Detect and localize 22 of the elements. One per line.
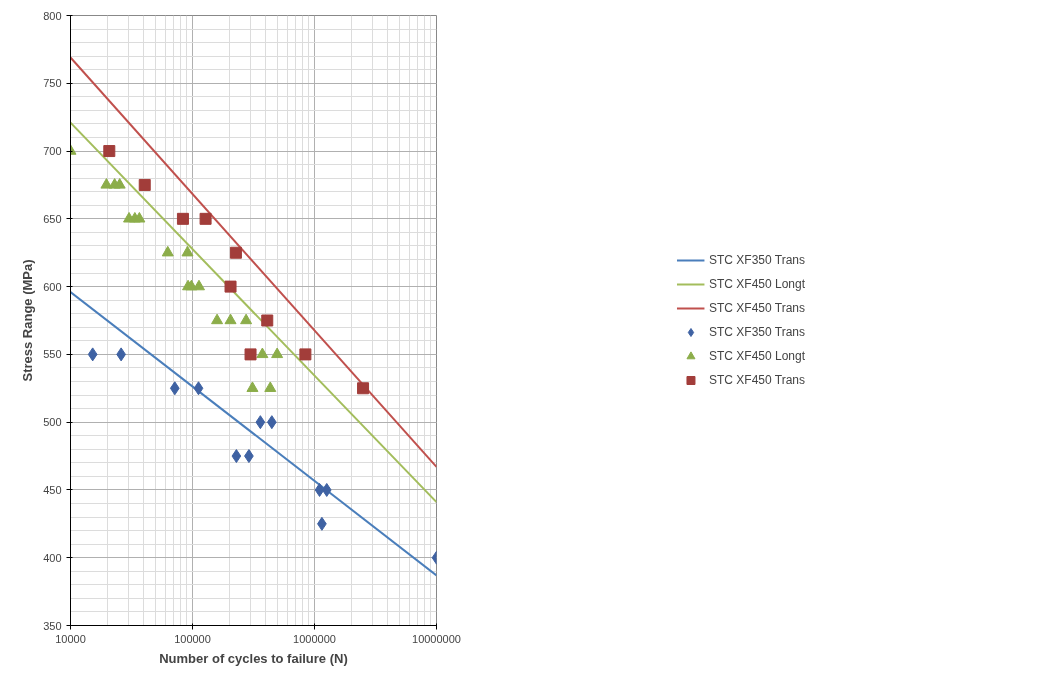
y-tick-label: 750 [43,77,62,90]
legend-label: STC XF450 Trans [708,301,806,315]
legend-label: STC XF450 Longt [708,349,806,363]
x-tick-label: 10000000 [412,632,461,645]
x-tick-label: 10000 [55,632,86,645]
x-tick-label: 1000000 [293,632,336,645]
x-axis-title: Number of cycles to failure (N) [159,650,348,666]
y-tick-label: 450 [43,483,62,496]
legend-label: STC XF350 Trans [708,253,806,267]
y-tick-label: 800 [43,9,62,22]
y-tick-label: 550 [43,348,62,361]
x-tick-label: 100000 [174,632,211,645]
legend-label: STC XF450 Trans [708,373,806,387]
y-axis-title: Stress Range (MPa) [20,259,36,382]
legend-label: STC XF450 Longt [708,277,806,291]
legend-label: STC XF350 Trans [708,325,806,339]
y-tick-label: 700 [43,145,62,158]
y-tick-label: 650 [43,212,62,225]
y-tick-label: 400 [43,551,62,564]
y-tick-label: 350 [43,619,62,632]
y-tick-label: 600 [43,280,62,293]
y-tick-label: 500 [43,416,62,429]
